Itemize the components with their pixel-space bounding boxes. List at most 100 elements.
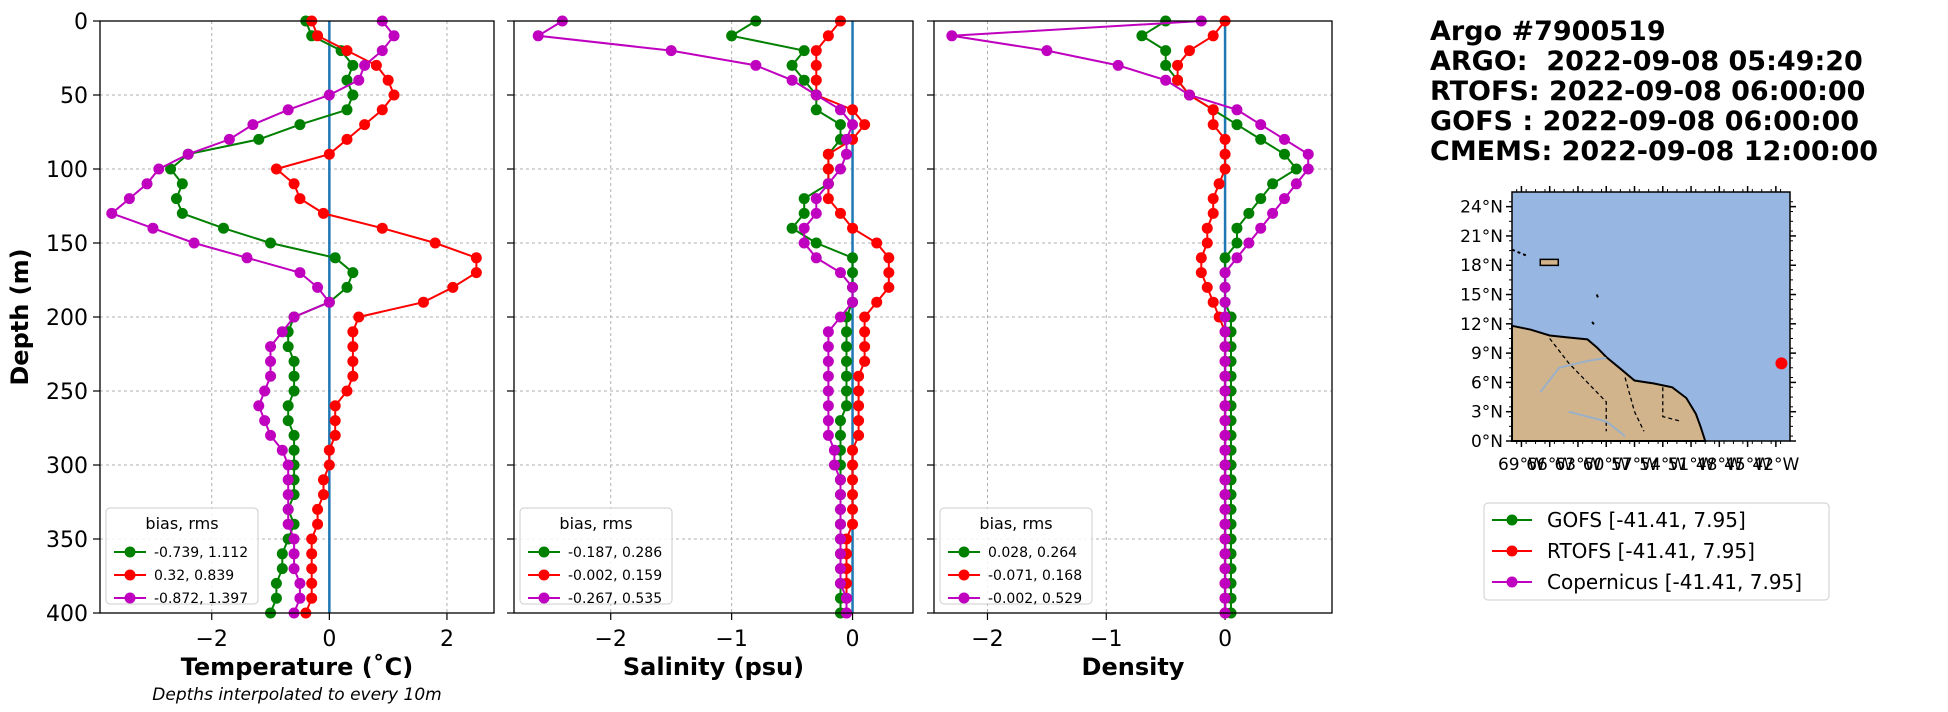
data-point-copernicus [834,518,846,530]
x-tick-label: 0 [1218,627,1232,652]
data-point-rtofs [370,59,382,71]
data-point-copernicus [822,355,834,367]
data-point-gofs [810,104,822,116]
data-point-rtofs [847,104,859,116]
data-point-copernicus [946,30,958,42]
data-point-rtofs [822,148,834,160]
lat-label: 21°N [1460,227,1503,247]
lon-label: 69°W [1498,455,1545,475]
data-point-copernicus [822,178,834,190]
data-point-copernicus [822,370,834,382]
data-point-copernicus [247,119,259,131]
data-point-gofs [1255,193,1267,205]
data-point-rtofs [470,252,482,264]
data-point-gofs [847,267,859,279]
data-point-copernicus [241,252,253,264]
data-point-copernicus [1219,370,1231,382]
data-point-copernicus [1243,237,1255,249]
data-point-rtofs [417,296,429,308]
data-point-copernicus [810,207,822,219]
x-tick-label: 0 [322,627,336,652]
data-point-copernicus [1278,193,1290,205]
data-point-gofs [1160,45,1172,57]
data-point-copernicus [1160,74,1172,86]
data-point-gofs [288,444,300,456]
lon-label: 45°W [1724,455,1771,475]
y-tick-label: 0 [74,10,88,35]
main-legend-box [1483,502,1830,601]
data-point-copernicus [1302,163,1314,175]
legend-marker-gofs [958,546,970,558]
data-point-copernicus [1183,89,1195,101]
y-tick-label: 350 [46,528,88,553]
info-argo-time: ARGO: 2022-09-08 05:49:20 [1430,46,1863,77]
data-point-gofs [834,415,846,427]
data-point-copernicus [1231,104,1243,116]
data-point-gofs [217,222,229,234]
data-point-gofs [798,193,810,205]
data-point-rtofs [294,193,306,205]
lat-label: 0°N [1471,432,1503,452]
data-point-gofs [347,267,359,279]
data-point-gofs [265,237,277,249]
data-point-rtofs [341,133,353,145]
data-point-gofs [282,341,294,353]
data-point-gofs [1160,59,1172,71]
data-point-gofs [165,163,177,175]
river [1539,357,1607,393]
data-point-copernicus [376,45,388,57]
data-point-gofs [276,563,288,575]
island [1539,258,1560,267]
island [1591,321,1596,327]
data-point-copernicus [810,252,822,264]
data-point-rtofs [1219,148,1231,160]
data-point-copernicus [1219,341,1231,353]
data-point-rtofs [347,341,359,353]
argo-location-marker [1775,357,1788,370]
data-point-rtofs [1207,119,1219,131]
map-inset: 24°N 21°N 18°N 15°N 12°N 9°N 6°N 3°N 0°N 69°W66°W… [1460,186,1800,475]
data-point-copernicus [294,267,306,279]
legend-entry-rtofs: 0.32, 0.839 [154,568,234,584]
main-legend-marker-copernicus [1506,576,1518,588]
data-point-rtofs [388,89,400,101]
data-point-rtofs [1201,281,1213,293]
data-point-rtofs [883,281,895,293]
data-point-gofs [347,59,359,71]
data-point-copernicus [288,563,300,575]
data-point-rtofs [323,444,335,456]
data-point-copernicus [323,89,335,101]
data-point-rtofs [847,444,859,456]
data-point-gofs [847,252,859,264]
data-point-rtofs [1172,74,1184,86]
data-point-copernicus [1219,592,1231,604]
data-point-gofs [1231,222,1243,234]
data-point-copernicus [1219,577,1231,589]
legend-entry-gofs: -0.739, 1.112 [154,545,248,561]
data-point-copernicus [312,281,324,293]
data-point-gofs [841,355,852,367]
data-point-copernicus [822,429,834,441]
data-point-rtofs [306,533,318,545]
main-legend-marker-gofs [1506,514,1518,526]
data-point-rtofs [1201,222,1213,234]
data-point-gofs [341,281,353,293]
data-point-rtofs [847,489,859,501]
legend-box [519,507,673,605]
data-point-rtofs [1207,30,1219,42]
x-axis-label: Salinity (psu) [623,653,804,681]
panel-2: −2 −1 0 Density bias, rms 0.028, 0.264 -0.071,… [927,15,1333,681]
data-point-copernicus [282,518,294,530]
data-point-copernicus [1219,326,1231,338]
data-point-gofs [1267,178,1279,190]
data-point-copernicus [822,341,834,353]
data-point-copernicus [1290,178,1302,190]
data-point-copernicus [259,385,271,397]
data-point-rtofs [317,207,329,219]
map-frame [1511,191,1791,442]
data-point-rtofs [329,429,341,441]
data-point-copernicus [834,104,846,116]
data-point-copernicus [1219,444,1231,456]
legend-marker-gofs [538,546,550,558]
data-point-rtofs [341,45,353,57]
